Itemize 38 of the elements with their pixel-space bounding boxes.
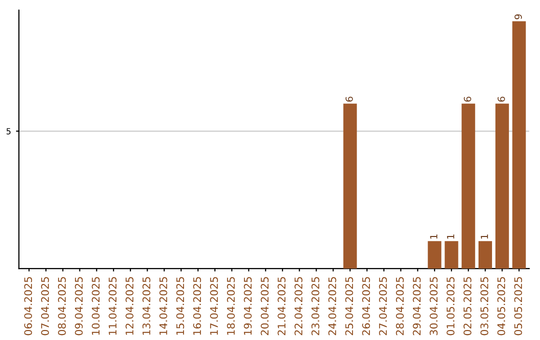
x-tick-label: 04.05.2025 — [497, 277, 506, 336]
data-label: 1 — [447, 234, 454, 239]
x-tick-label: 28.04.2025 — [396, 277, 404, 336]
x-tick-label: 24.04.2025 — [328, 277, 336, 336]
data-label: 1 — [430, 234, 438, 239]
x-tick-label: 09.04.2025 — [74, 277, 83, 336]
x-tick-label: 13.04.2025 — [142, 277, 150, 335]
x-tick-label: 10.04.2025 — [92, 277, 100, 335]
x-tick-label: 16.04.2025 — [193, 277, 202, 335]
x-tick-label: 25.04.2025 — [345, 277, 354, 336]
y-tick-label: 5 — [6, 128, 11, 134]
x-tick-label: 03.05.2025 — [480, 277, 488, 336]
x-tick-label: 14.04.2025 — [159, 277, 168, 335]
x-tick-label: 17.04.2025 — [210, 277, 218, 335]
x-tick-label: 27.04.2025 — [379, 277, 387, 336]
x-tick-label: 19.04.2025 — [244, 277, 252, 335]
x-tick-label: 26.04.2025 — [362, 277, 370, 336]
x-tick-label: 05.05.2025 — [514, 277, 522, 336]
data-label: 6 — [464, 96, 472, 102]
x-tick-label: 23.04.2025 — [311, 277, 320, 336]
x-tick-label: 07.04.2025 — [41, 277, 49, 336]
x-tick-label: 22.04.2025 — [294, 277, 302, 336]
data-label: 6 — [346, 96, 353, 102]
x-tick-label: 20.04.2025 — [260, 277, 269, 336]
x-tick-label: 29.04.2025 — [412, 277, 421, 336]
data-label: 6 — [498, 96, 505, 102]
x-tick-label: 06.04.2025 — [24, 277, 32, 336]
x-tick-label: 08.04.2025 — [58, 277, 66, 336]
x-tick-label: 12.04.2025 — [126, 277, 134, 335]
x-tick-label: 18.04.2025 — [226, 277, 235, 335]
x-tick-label: 11.04.2025 — [108, 277, 117, 335]
data-label: 9 — [514, 14, 522, 20]
x-tick-label: 15.04.2025 — [176, 277, 184, 335]
x-tick-label: 02.05.2025 — [464, 277, 472, 336]
data-label: 1 — [480, 234, 488, 239]
x-tick-label: 21.04.2025 — [278, 277, 286, 336]
x-tick-label: 30.04.2025 — [430, 277, 438, 336]
x-tick-label: 01.05.2025 — [446, 277, 454, 336]
